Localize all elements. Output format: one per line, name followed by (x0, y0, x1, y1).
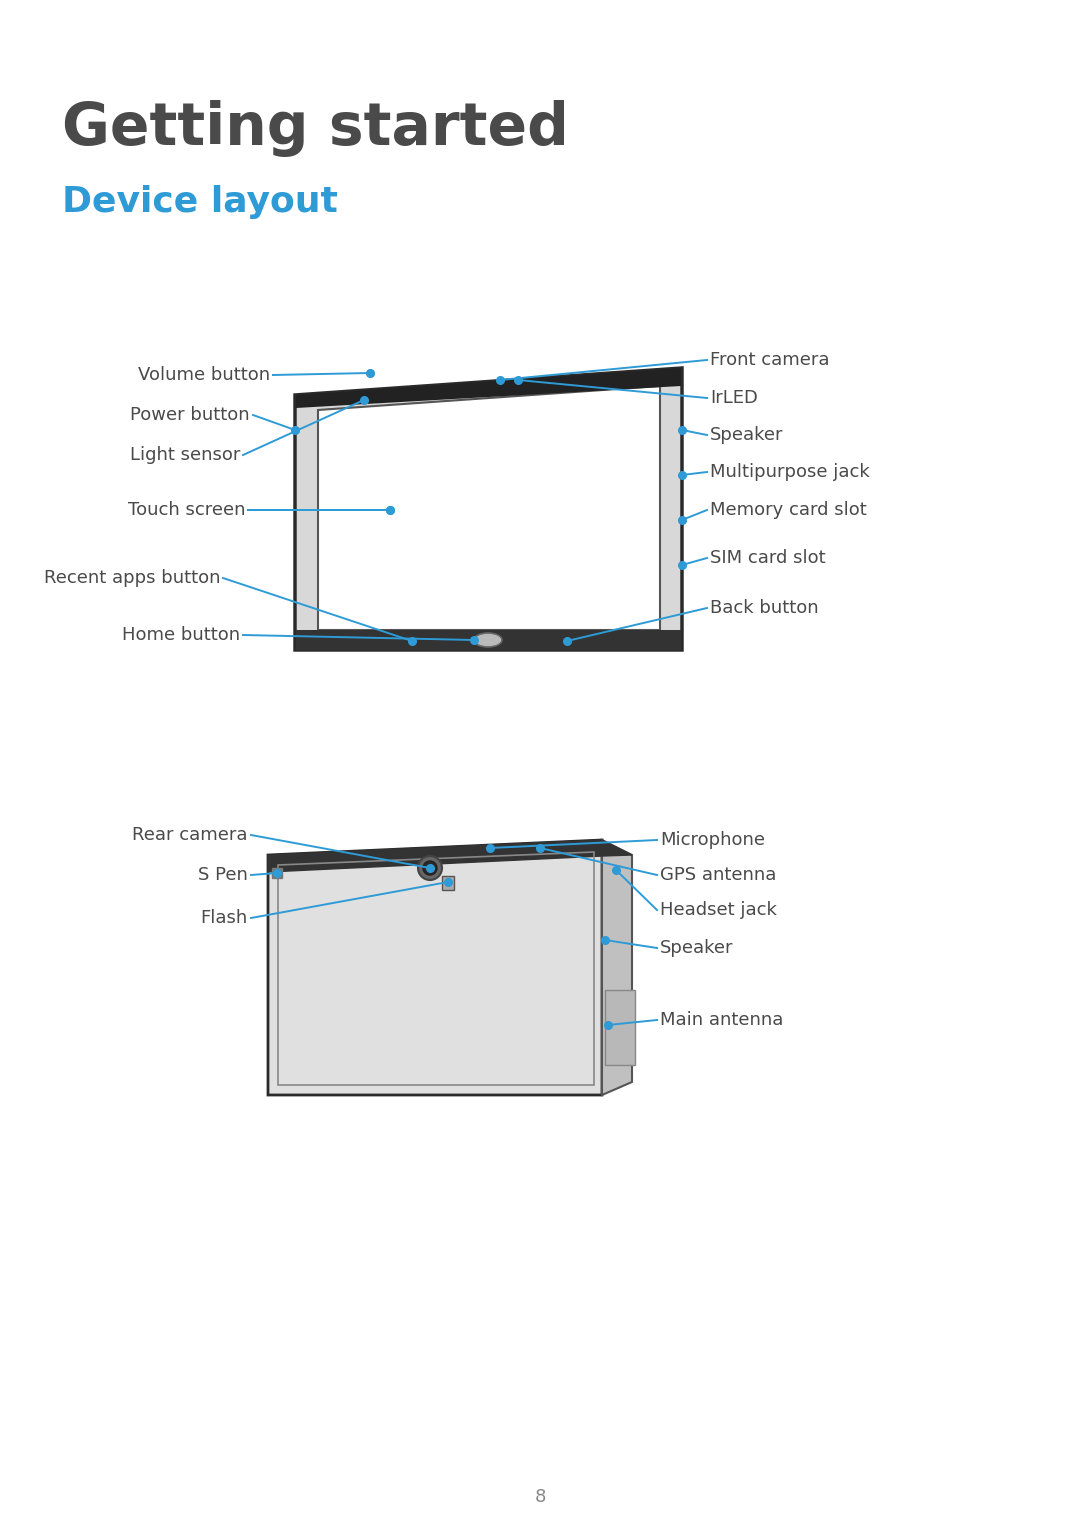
Text: IrLED: IrLED (710, 389, 758, 408)
Text: Light sensor: Light sensor (130, 446, 240, 464)
Text: Recent apps button: Recent apps button (43, 570, 220, 586)
Polygon shape (602, 840, 632, 1095)
Text: Speaker: Speaker (710, 426, 783, 444)
Polygon shape (295, 368, 681, 651)
Polygon shape (318, 386, 660, 631)
Bar (442, 876, 454, 890)
Ellipse shape (474, 634, 502, 647)
Text: Multipurpose jack: Multipurpose jack (710, 463, 869, 481)
Text: Power button: Power button (131, 406, 249, 425)
Text: Back button: Back button (710, 599, 819, 617)
Text: Rear camera: Rear camera (133, 826, 248, 844)
Text: SIM card slot: SIM card slot (710, 550, 825, 567)
Text: 8: 8 (535, 1487, 545, 1506)
Text: Touch screen: Touch screen (127, 501, 245, 519)
Text: Microphone: Microphone (660, 831, 765, 849)
Text: Headset jack: Headset jack (660, 901, 777, 919)
Circle shape (423, 861, 437, 875)
Text: Device layout: Device layout (62, 185, 338, 218)
Circle shape (418, 857, 442, 880)
Polygon shape (268, 840, 602, 1095)
Bar (605, 989, 635, 1064)
Polygon shape (268, 840, 632, 872)
Text: Memory card slot: Memory card slot (710, 501, 867, 519)
Text: Front camera: Front camera (710, 351, 829, 370)
Text: Main antenna: Main antenna (660, 1011, 783, 1029)
Text: GPS antenna: GPS antenna (660, 866, 777, 884)
Text: Getting started: Getting started (62, 99, 569, 157)
Text: Speaker: Speaker (660, 939, 733, 957)
Text: S Pen: S Pen (198, 866, 248, 884)
Text: Flash: Flash (201, 909, 248, 927)
Text: Home button: Home button (122, 626, 240, 644)
Polygon shape (296, 368, 681, 408)
Text: Volume button: Volume button (138, 366, 270, 383)
Polygon shape (296, 631, 681, 651)
